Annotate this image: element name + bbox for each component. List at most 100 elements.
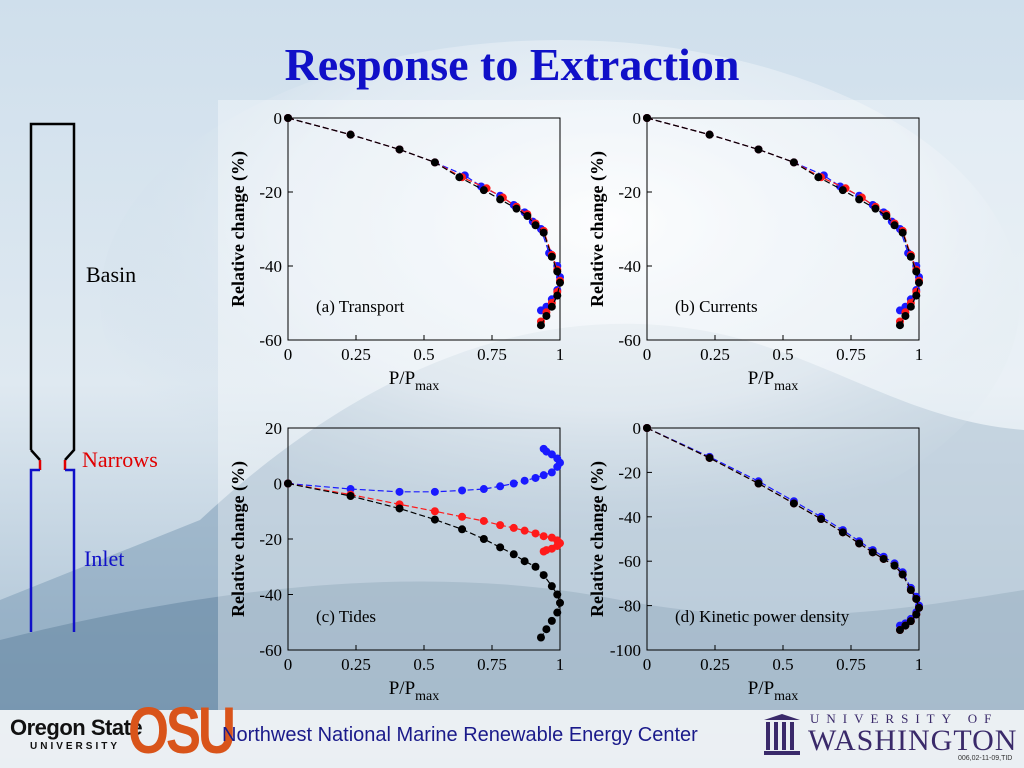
data-point-black [539,571,548,580]
x-tick-label: 0 [284,345,293,364]
series-line-red [287,117,561,322]
x-tick-label: 1 [915,655,924,674]
data-point-black [553,291,562,300]
data-point-black [895,626,904,635]
data-point-black [512,204,521,213]
panel-annotation: (a) Transport [316,297,405,316]
data-point-black [912,291,921,300]
data-point-black [542,311,551,320]
slide-title: Response to Extraction [284,39,740,90]
data-point-black [509,550,518,559]
y-tick-label: -60 [618,331,641,350]
uw-name-line1: UNIVERSITY OF [810,711,999,726]
data-point-blue [496,482,505,491]
series-line-blue [287,448,561,493]
data-point-black [868,548,877,557]
y-axis-label: Relative change (%) [228,151,249,307]
uw-columns-icon [764,714,800,755]
data-point-black [496,195,505,204]
channel-schematic [29,122,76,632]
series-line-red [287,482,561,553]
data-point-black [536,633,545,642]
data-point-black [284,479,292,488]
x-axis-label-subscript: max [774,379,798,394]
data-point-blue [509,479,518,488]
data-point-black [879,554,888,563]
data-point-black [855,195,864,204]
data-point-black [346,491,355,500]
data-point-black [556,278,564,287]
data-point-black [531,221,540,230]
data-point-black [430,158,439,167]
data-point-black [542,625,551,634]
data-point-black [901,621,910,630]
series-line-black [287,117,561,326]
data-point-black [523,212,532,221]
x-tick-label: 0.75 [477,345,507,364]
data-point-black [912,594,921,603]
data-point-red [539,547,548,556]
data-point-black [520,557,529,566]
chart-panel-area [218,100,1024,710]
osu-logo-mark: OSU [128,693,236,767]
y-tick-label: 0 [633,109,642,128]
x-tick-label: 1 [915,345,924,364]
x-tick-label: 0.25 [700,655,730,674]
data-point-black [643,114,651,122]
data-point-black [890,221,899,230]
x-tick-label: 0.5 [413,345,434,364]
x-tick-label: 0.5 [413,655,434,674]
data-point-blue [458,486,467,495]
uw-name-line2: WASHINGTON [808,724,1018,757]
data-point-black [906,252,915,261]
y-tick-label: -40 [618,508,641,527]
data-point-black [754,145,763,154]
basin-outline [29,122,76,461]
data-point-black [496,543,505,552]
data-point-black [898,228,907,237]
data-point-black [906,302,915,311]
x-axis-label: P/Pmax [389,678,440,704]
data-point-black [789,499,798,508]
data-point-black [838,528,847,537]
y-tick-label: -60 [618,552,641,571]
y-tick-label: -20 [259,530,282,549]
x-axis-label: P/Pmax [748,368,799,394]
y-tick-label: -40 [618,257,641,276]
chart-tides: 0 0.25 0.5 0.75 1 20 0 -20 -40 -60 P/Pmax Relative … [228,419,564,704]
data-point-black [284,114,292,122]
data-point-black [536,321,545,330]
data-point-black [912,610,921,619]
data-point-blue [553,454,562,463]
data-point-black [643,424,651,432]
data-point-red [458,512,467,521]
data-point-black [547,582,556,591]
y-tick-label: 0 [633,419,642,438]
data-point-blue [547,468,556,477]
data-point-black [479,186,488,195]
data-point-black [754,479,763,488]
x-tick-label: 0.5 [772,345,793,364]
x-tick-label: 0.25 [341,345,371,364]
osu-name-line1: Oregon State [10,715,143,740]
data-point-black [553,608,562,617]
y-tick-label: -20 [618,183,641,202]
data-point-red [531,529,540,538]
x-tick-label: 0.25 [341,655,371,674]
chart-transport: 0 0.25 0.5 0.75 1 0 -20 -40 -60 P/Pmax Relative ch… [228,109,564,394]
data-point-black [890,561,899,570]
series-line-black [646,117,920,326]
x-tick-label: 0 [643,345,652,364]
data-point-black [539,228,548,237]
x-axis-label: P/Pmax [389,368,440,394]
data-point-black [556,598,564,607]
data-point-black [906,586,915,595]
data-point-black [395,145,404,154]
inlet-label: Inlet [84,546,125,571]
data-point-black [855,539,864,548]
data-point-black [915,278,923,287]
y-tick-label: -40 [259,586,282,605]
x-tick-label: 0.75 [836,655,866,674]
data-point-blue [539,471,548,480]
x-axis-label-subscript: max [415,379,439,394]
